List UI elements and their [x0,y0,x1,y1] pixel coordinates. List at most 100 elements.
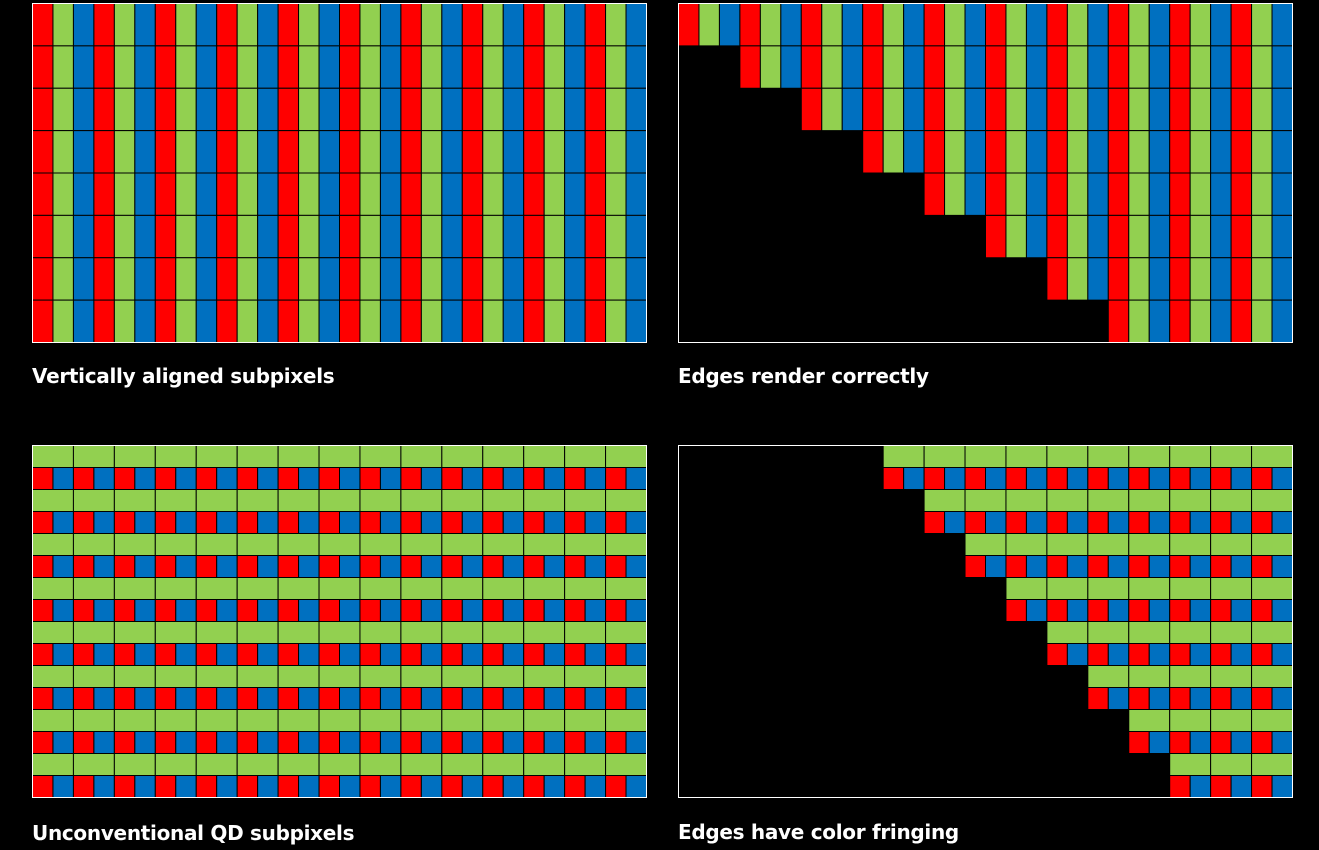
subpixel-green [759,45,782,89]
subpixel-green [698,3,720,47]
subpixel-blue [52,775,74,798]
subpixel-blue [964,130,986,174]
subpixel-red [93,87,115,132]
subpixel-red [154,299,177,343]
subpixel-red [1046,45,1068,89]
subpixel-blue [964,172,986,216]
subpixel-blue [1271,731,1293,754]
subpixel-red [482,643,504,666]
subpixel-green [482,709,525,732]
subpixel-blue [1148,3,1171,47]
subpixel-red [32,257,54,301]
subpixel-blue [298,643,320,666]
subpixel-green [359,172,381,216]
subpixel-red [1230,257,1253,301]
subpixel-green [1128,621,1171,644]
subpixel-green [359,3,381,47]
subpixel-green [1066,87,1089,132]
subpixel-blue [841,87,864,132]
subpixel-red [318,731,340,754]
subpixel-blue [1189,467,1212,490]
subpixel-green [1169,533,1212,556]
subpixel-green [1189,130,1212,174]
subpixel-blue [1025,172,1048,216]
subpixel-green [1128,665,1171,688]
subpixel-blue [1271,555,1293,578]
subpixel-red [523,299,545,343]
subpixel-red [154,45,177,89]
subpixel-blue [420,775,443,798]
subpixel-blue [461,731,484,754]
subpixel-blue [175,731,197,754]
subpixel-blue [502,687,525,710]
subpixel-blue [1148,599,1171,622]
subpixel-blue [543,687,566,710]
subpixel-blue [175,643,197,666]
subpixel-green [821,45,843,89]
subpixel-red [32,643,54,666]
subpixel-red [584,87,607,132]
subpixel-red [1169,299,1191,343]
subpixel-red [339,45,361,89]
subpixel-red [523,3,545,47]
subpixel-blue [1271,45,1293,89]
subpixel-green [605,577,647,600]
subpixel-blue [379,599,402,622]
subpixel-green [1169,489,1212,512]
subpixel-green [1005,45,1027,89]
subpixel-red [461,130,484,174]
subpixel-green [72,489,115,512]
subpixel-green [482,665,525,688]
subpixel-blue [257,643,279,666]
subpixel-blue [379,687,402,710]
subpixel-green [441,445,484,468]
subpixel-blue [72,214,95,259]
subpixel-blue [134,3,156,47]
subpixel-green [298,257,320,301]
subpixel-blue [1066,599,1089,622]
qd-subpixel-edge-grid-svg [678,445,1293,798]
subpixel-blue [584,643,607,666]
subpixel-blue [903,130,925,174]
subpixel-blue [441,172,463,216]
subpixel-green [359,621,402,644]
subpixel-blue [134,643,156,666]
subpixel-red [113,731,136,754]
subpixel-red [605,775,627,798]
subpixel-red [113,599,136,622]
subpixel-green [923,489,966,512]
subpixel-green [359,665,402,688]
subpixel-red [277,775,300,798]
subpixel-green [1005,87,1027,132]
subpixel-red [113,555,136,578]
subpixel-green [1251,3,1273,47]
subpixel-blue [257,555,279,578]
subpixel-blue [298,555,320,578]
subpixel-red [359,599,381,622]
subpixel-red [318,467,340,490]
subpixel-green [52,214,74,259]
subpixel-red [32,731,54,754]
subpixel-red [482,775,504,798]
subpixel-red [359,731,381,754]
subpixel-blue [502,467,525,490]
subpixel-blue [72,257,95,301]
subpixel-blue [1189,775,1212,798]
subpixel-red [154,511,177,534]
subpixel-green [359,87,381,132]
subpixel-red [1169,87,1191,132]
subpixel-red [32,299,54,343]
subpixel-blue [339,731,361,754]
subpixel-red [32,214,54,259]
subpixel-blue [461,467,484,490]
subpixel-green [482,45,504,89]
subpixel-blue [175,687,197,710]
subpixel-green [1251,257,1273,301]
subpixel-red [1087,687,1109,710]
subpixel-blue [175,599,197,622]
subpixel-red [1087,599,1109,622]
subpixel-blue [1148,467,1171,490]
subpixel-blue [1210,172,1232,216]
subpixel-blue [1271,599,1293,622]
subpixel-red [461,3,484,47]
